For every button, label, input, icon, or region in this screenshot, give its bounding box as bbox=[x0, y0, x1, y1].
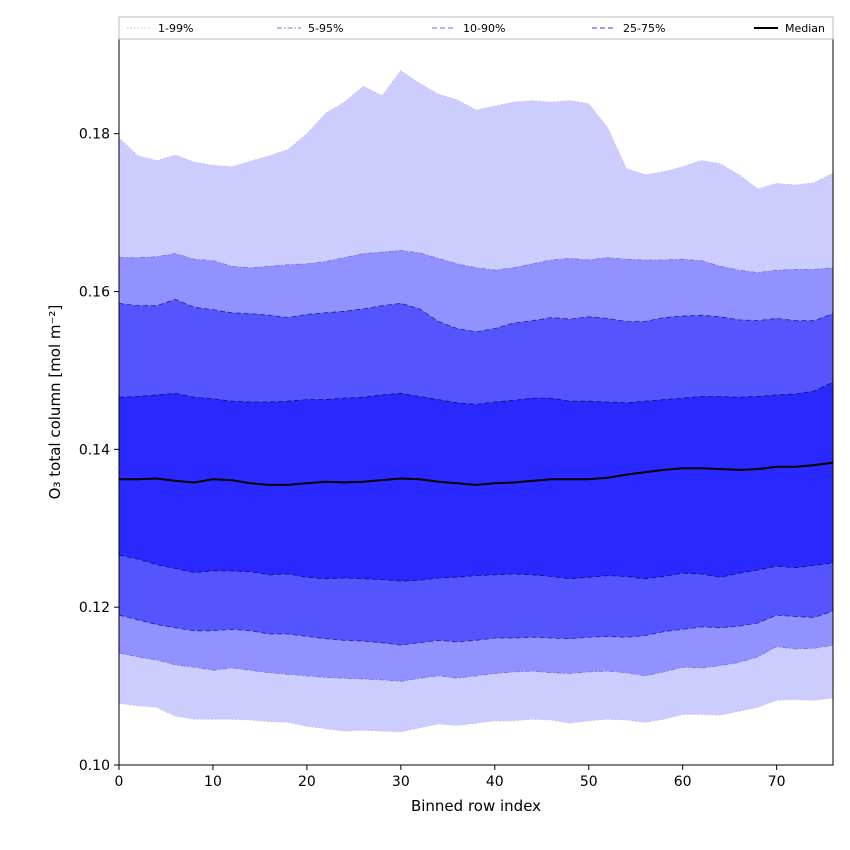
x-tick-label: 40 bbox=[486, 774, 504, 790]
band-25-75pct-lower-edge bbox=[118, 554, 834, 582]
x-axis-title: Binned row index bbox=[411, 797, 541, 815]
band-5-95pct-upper-edge bbox=[119, 250, 834, 274]
x-tick-label: 20 bbox=[298, 774, 316, 790]
x-tick-label: 30 bbox=[392, 774, 410, 790]
legend-label: 5-95% bbox=[308, 22, 343, 35]
x-tick-label: 50 bbox=[580, 774, 598, 790]
band-10-90pct-upper-edge bbox=[118, 298, 834, 333]
band-25-75pct-area bbox=[119, 382, 833, 582]
band-1-99pct-lower-edge bbox=[118, 697, 834, 733]
median-line bbox=[119, 461, 834, 486]
band-10-90pct-lower-edge bbox=[118, 610, 834, 646]
legend-label: Median bbox=[785, 22, 825, 35]
x-tick-label: 10 bbox=[204, 774, 222, 790]
y-axis: 0.10 0.12 0.14 0.16 0.18 bbox=[79, 127, 119, 774]
y-axis-title: O₃ total column [mol m⁻²] bbox=[46, 305, 64, 500]
x-axis: 0 10 20 30 40 50 60 70 bbox=[115, 765, 786, 790]
y-tick-label: 0.10 bbox=[79, 758, 110, 774]
x-tick-label: 70 bbox=[768, 774, 786, 790]
legend-box bbox=[118, 16, 834, 40]
legend-label: 10-90% bbox=[463, 22, 505, 35]
y-tick-label: 0.16 bbox=[79, 285, 110, 301]
y-tick-label: 0.12 bbox=[79, 600, 110, 616]
x-tick-label: 60 bbox=[674, 774, 692, 790]
y-tick-label: 0.18 bbox=[79, 127, 110, 143]
x-tick-label: 0 bbox=[115, 774, 124, 790]
legend-label: 25-75% bbox=[623, 22, 665, 35]
band-1-99pct-upper-edge bbox=[118, 70, 834, 190]
percentile-bands bbox=[118, 70, 834, 733]
band-5-95pct-lower-edge bbox=[118, 644, 834, 682]
legend: 1-99% 5-95% 10-90% 25-75% Median bbox=[118, 16, 834, 40]
y-tick-label: 0.14 bbox=[79, 442, 110, 458]
median-series bbox=[119, 461, 834, 486]
legend-label: 1-99% bbox=[158, 22, 193, 35]
